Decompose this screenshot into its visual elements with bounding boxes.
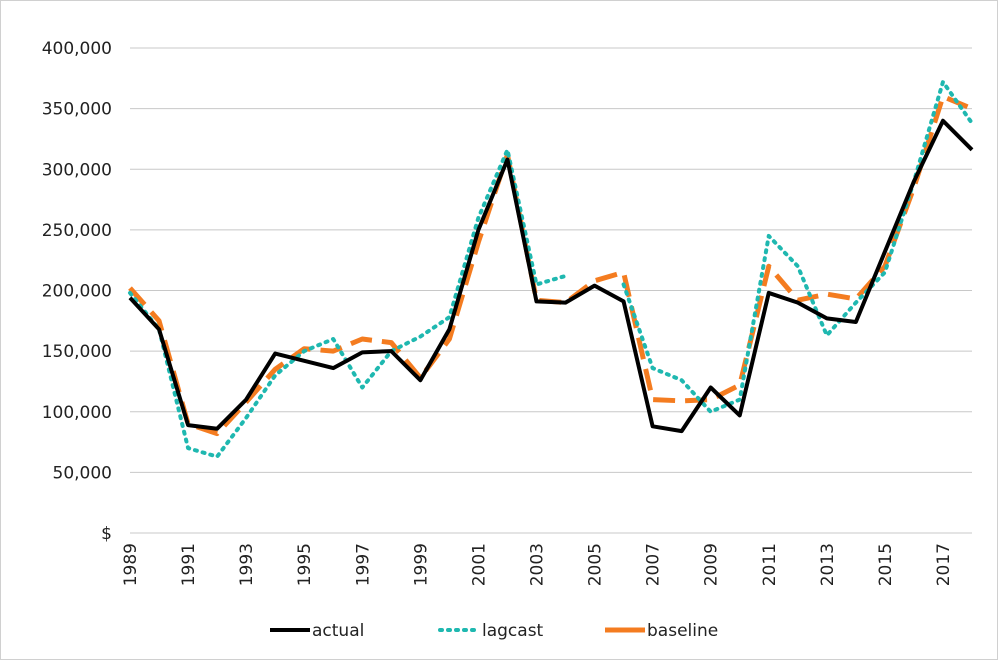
x-tick-label: 1991 [179, 543, 199, 586]
y-tick-label: 250,000 [42, 221, 112, 241]
y-tick-label: 350,000 [42, 100, 112, 120]
x-tick-label: 2005 [586, 543, 606, 586]
y-tick-label: 150,000 [42, 342, 112, 362]
y-tick-label: 50,000 [53, 463, 112, 483]
x-tick-label: 1989 [121, 543, 141, 586]
legend-label: actual [312, 621, 364, 641]
y-tick-label: 100,000 [42, 403, 112, 423]
x-tick-label: 1997 [353, 543, 373, 586]
y-tick-label: 200,000 [42, 282, 112, 302]
x-tick-label: 1993 [237, 543, 257, 586]
x-tick-label: 2015 [876, 543, 896, 586]
x-tick-label: 2013 [818, 543, 838, 586]
x-tick-label: 2007 [644, 543, 664, 586]
legend-label: lagcast [482, 621, 544, 641]
x-tick-label: 1995 [295, 543, 315, 586]
x-tick-label: 2009 [702, 543, 722, 586]
x-tick-label: 2003 [527, 543, 547, 586]
x-tick-label: 2011 [760, 543, 780, 586]
x-tick-label: 1999 [411, 543, 431, 586]
x-tick-label: 2017 [934, 543, 954, 586]
legend-label: baseline [647, 621, 718, 641]
y-tick-label: 300,000 [42, 160, 112, 180]
x-tick-label: 2001 [469, 543, 489, 586]
y-tick-label: $ [101, 524, 112, 544]
y-tick-label: 400,000 [42, 39, 112, 59]
series-line [128, 118, 974, 434]
